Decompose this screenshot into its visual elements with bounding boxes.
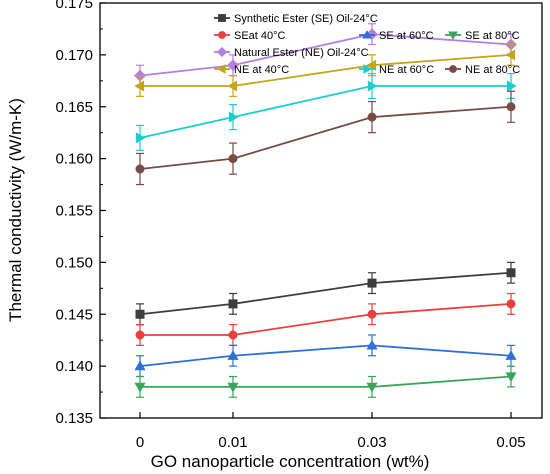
series-line xyxy=(140,375,512,388)
legend-label: NE at 60°C xyxy=(379,64,434,76)
data-point xyxy=(366,59,377,71)
data-point xyxy=(227,350,239,360)
x-axis-title: GO nanoparticle concentration (wt%) xyxy=(151,452,430,471)
y-tick-label: 0.170 xyxy=(55,47,93,64)
series-line xyxy=(139,85,511,139)
legend-label: SE at 60°C xyxy=(379,30,434,42)
data-point xyxy=(367,278,377,288)
series-line xyxy=(139,33,512,77)
y-tick-label: 0.135 xyxy=(55,410,93,427)
x-tick-label: 0.01 xyxy=(218,434,247,451)
y-tick-label: 0.155 xyxy=(55,203,93,220)
x-tick-label: 0 xyxy=(136,434,144,451)
legend: Synthetic Ester (SE) Oil-24°C SEat 40°C SE… xyxy=(214,13,520,76)
legend-item-7: NE at 60°C xyxy=(359,64,434,76)
legend-marker xyxy=(449,65,457,73)
legend-marker xyxy=(216,46,228,58)
y-tick-label: 0.145 xyxy=(55,306,93,323)
series-3 xyxy=(134,334,517,378)
x-tick-label: 0.03 xyxy=(357,434,386,451)
data-point xyxy=(367,80,378,92)
data-point xyxy=(505,350,517,360)
legend-item-3: SE at 60°C xyxy=(359,30,434,42)
legend-marker xyxy=(217,64,226,74)
data-point xyxy=(135,330,145,340)
legend-marker xyxy=(218,14,226,22)
data-point xyxy=(228,299,238,309)
series-1 xyxy=(135,261,516,326)
data-point xyxy=(506,299,516,309)
data-point xyxy=(227,382,239,393)
legend-marker xyxy=(218,31,226,39)
data-point xyxy=(135,132,146,144)
y-tick-label: 0.165 xyxy=(55,99,93,116)
legend-label: NE at 40°C xyxy=(234,64,289,76)
data-point xyxy=(134,360,146,371)
data-point xyxy=(366,382,378,393)
series-7 xyxy=(135,72,517,151)
series-line xyxy=(140,302,512,336)
data-point xyxy=(367,112,377,122)
axes: 0.135 0.140 0.145 0.150 0.155 0.160 0.165 0.170… xyxy=(55,0,525,451)
legend-item-8: NE at 80°C xyxy=(445,64,520,76)
legend-label: SEat 40°C xyxy=(234,30,286,42)
legend-item-5: Natural Ester (NE) Oil-24°C xyxy=(214,46,369,59)
data-point xyxy=(134,80,145,92)
legend-label: SE at 80°C xyxy=(465,30,520,42)
y-axis-title: Thermal conductivity (W/m-K) xyxy=(6,98,25,322)
legend-item-6: NE at 40°C xyxy=(214,64,289,76)
data-point xyxy=(505,49,516,61)
series-line xyxy=(139,105,512,170)
y-tick-label: 0.175 xyxy=(55,0,93,12)
series-6 xyxy=(134,43,516,97)
data-point xyxy=(506,268,516,278)
data-point xyxy=(367,309,377,319)
data-point xyxy=(228,111,239,123)
data-point xyxy=(227,80,238,92)
y-tick-label: 0.160 xyxy=(55,151,93,168)
y-tick-label: 0.150 xyxy=(55,254,93,271)
series-line xyxy=(139,344,512,368)
legend-label: Natural Ester (NE) Oil-24°C xyxy=(234,47,369,59)
x-tick-label: 0.05 xyxy=(496,434,525,451)
data-point xyxy=(506,102,516,112)
series-layer xyxy=(134,23,517,398)
series-line xyxy=(140,53,512,87)
legend-item-4: SE at 80°C xyxy=(445,30,520,42)
data-point xyxy=(228,154,238,164)
data-point xyxy=(135,164,145,174)
data-point xyxy=(366,339,378,350)
legend-item-2: SEat 40°C xyxy=(214,30,286,42)
series-2 xyxy=(135,292,516,346)
data-point xyxy=(134,382,146,393)
data-point xyxy=(506,80,517,92)
series-4 xyxy=(134,365,517,398)
legend-marker xyxy=(362,30,372,39)
data-point xyxy=(135,309,145,319)
series-line xyxy=(139,271,512,316)
y-tick-label: 0.140 xyxy=(55,358,93,375)
legend-label: Synthetic Ester (SE) Oil-24°C xyxy=(234,13,378,25)
series-8 xyxy=(135,90,516,186)
legend-marker xyxy=(448,31,458,40)
data-point xyxy=(505,372,517,383)
legend-marker xyxy=(363,64,372,74)
data-point xyxy=(228,330,238,340)
data-point xyxy=(227,59,239,72)
legend-item-1: Synthetic Ester (SE) Oil-24°C xyxy=(214,13,378,25)
legend-label: NE at 80°C xyxy=(465,64,520,76)
